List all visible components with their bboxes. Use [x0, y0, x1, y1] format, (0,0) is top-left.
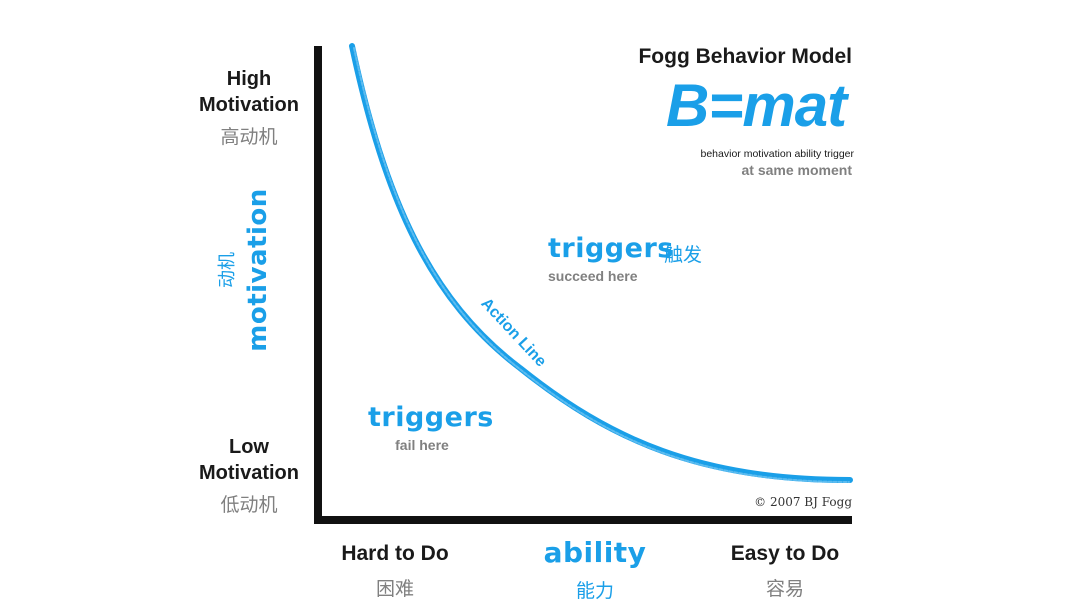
easy-to-do-label-cn: 容易	[765, 578, 804, 600]
formula-legend: behavior motivation ability trigger	[700, 148, 855, 160]
low-motivation-label-cn: 低动机	[220, 494, 278, 516]
formula-note: at same moment	[741, 162, 852, 178]
x-axis-title-cn: 能力	[575, 580, 614, 602]
formula-logo: B=mat	[666, 72, 847, 139]
model-title: Fogg Behavior Model	[638, 45, 852, 68]
high-motivation-label: High Motivation	[199, 68, 299, 116]
triggers-succeed-title: triggers	[548, 233, 674, 264]
action-line-texture	[353, 47, 850, 483]
hard-to-do-label: Hard to Do	[341, 542, 449, 565]
high-motivation-label-cn: 高动机	[220, 126, 278, 148]
x-axis-line	[314, 516, 852, 524]
y-axis-title: motivation	[243, 188, 273, 352]
easy-to-do-label: Easy to Do	[730, 542, 840, 565]
triggers-fail-title: triggers	[368, 402, 494, 433]
y-axis-title-cn: 动机	[217, 252, 238, 288]
low-motivation-label: Low Motivation	[199, 436, 299, 484]
succeed-here-text: succeed here	[548, 268, 638, 284]
action-line-path	[349, 43, 853, 483]
triggers-succeed-title-cn: 触发	[664, 244, 703, 266]
copyright-text: © 2007 BJ Fogg	[754, 495, 852, 509]
fail-here-text: fail here	[395, 437, 449, 453]
hard-to-do-label-cn: 困难	[375, 578, 414, 600]
x-axis-title: ability	[543, 536, 647, 569]
y-axis-line	[314, 46, 322, 524]
